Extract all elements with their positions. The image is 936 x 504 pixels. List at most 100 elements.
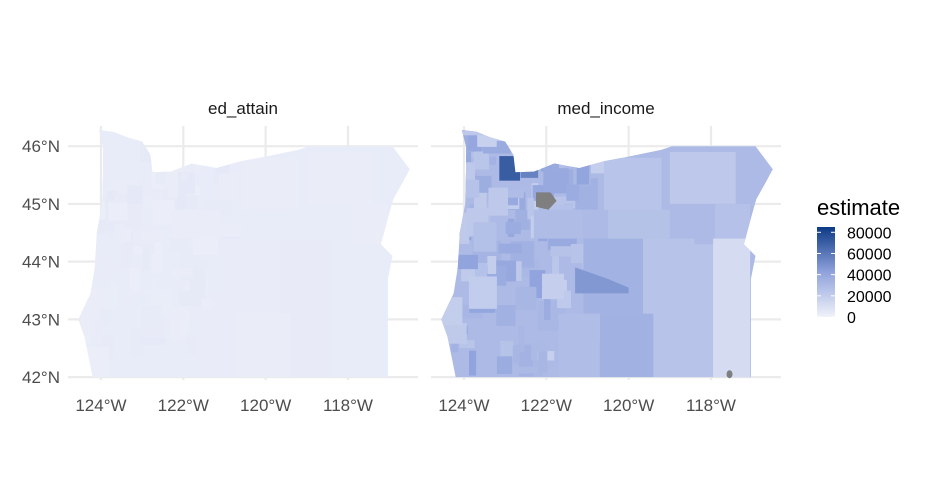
x-tick-label: 122°W xyxy=(158,396,209,415)
tract-shape xyxy=(94,319,103,339)
legend-title: estimate xyxy=(817,195,900,220)
tract-shape xyxy=(176,189,187,221)
tract-shape xyxy=(139,136,164,163)
tract-shape xyxy=(547,368,566,378)
tract-shape xyxy=(499,156,521,181)
tract-shape xyxy=(477,130,497,147)
county-region xyxy=(603,157,662,210)
tract-shape xyxy=(181,170,188,181)
county-region xyxy=(575,267,629,294)
tract-shape xyxy=(85,178,107,197)
legend-colorbar xyxy=(817,227,835,317)
tract-shape xyxy=(212,130,240,158)
tract-shape xyxy=(79,162,100,188)
tract-shape xyxy=(162,133,176,142)
legend-label: 20000 xyxy=(847,289,892,306)
tract-shape xyxy=(180,130,207,134)
legend-label: 60000 xyxy=(847,246,892,263)
tract-shape xyxy=(496,356,513,375)
tract-shape xyxy=(505,130,522,137)
tract-shape xyxy=(100,260,114,277)
tract-shape xyxy=(120,216,132,243)
tract-shape xyxy=(498,243,522,254)
legend-label: 80000 xyxy=(847,225,892,242)
tract-shape xyxy=(84,178,100,206)
tract-shape xyxy=(147,130,156,131)
y-tick-label: 42°N xyxy=(22,368,60,387)
x-tick-label: 118°W xyxy=(686,396,736,415)
tract-shape xyxy=(167,167,178,198)
missing-area xyxy=(726,370,733,379)
tract-shape xyxy=(505,221,521,235)
tract-shape xyxy=(487,256,497,274)
tract-shape xyxy=(441,183,455,196)
tract-shape xyxy=(142,230,164,241)
tract-shape xyxy=(445,156,462,174)
tract-shape xyxy=(141,305,162,328)
tract-shape xyxy=(468,276,497,309)
tract-shape xyxy=(506,189,524,199)
tract-shape xyxy=(136,306,145,339)
y-tick-label: 45°N xyxy=(22,195,60,214)
tract-shape xyxy=(500,340,514,358)
tract-shape xyxy=(128,268,140,292)
tract-shape xyxy=(129,327,144,358)
tract-shape xyxy=(515,286,537,310)
county-region xyxy=(306,152,373,204)
tract-shape xyxy=(575,178,598,210)
tract-shape xyxy=(182,131,205,157)
tract-shape xyxy=(190,130,198,141)
tract-shape xyxy=(133,245,143,255)
tract-shape xyxy=(197,260,209,270)
county-region xyxy=(352,203,388,245)
tract-shape xyxy=(456,130,485,136)
tract-shape xyxy=(78,366,93,376)
county-region xyxy=(608,209,670,239)
tract-shape xyxy=(182,130,201,141)
tract-shape xyxy=(489,156,497,165)
county-region xyxy=(195,313,237,378)
tract-shape xyxy=(537,130,545,141)
county-region xyxy=(220,238,281,314)
tract-shape xyxy=(194,158,202,172)
tract-shape xyxy=(120,239,134,271)
tract-shape xyxy=(190,267,206,299)
tract-shape xyxy=(204,153,216,176)
tract-shape xyxy=(544,288,551,321)
tract-shape xyxy=(550,246,578,257)
tract-shape xyxy=(487,316,495,328)
x-tick-label: 120°W xyxy=(603,396,654,415)
tract-shape xyxy=(95,251,113,259)
county-region xyxy=(331,244,353,378)
facet-label: ed_attain xyxy=(208,99,278,118)
tract-shape xyxy=(108,202,128,221)
tract-shape xyxy=(170,130,178,149)
tract-shape xyxy=(459,339,475,349)
tract-shape xyxy=(172,268,193,277)
tract-shape xyxy=(580,149,591,163)
x-tick-label: 118°W xyxy=(323,396,373,415)
county-region xyxy=(533,209,584,239)
tract-shape xyxy=(550,204,573,212)
tract-shape xyxy=(533,135,544,168)
tract-shape xyxy=(488,187,509,216)
county-region xyxy=(280,238,332,378)
tract-shape xyxy=(140,337,166,345)
tract-shape xyxy=(100,309,110,326)
tract-shape xyxy=(454,179,480,198)
tract-shape xyxy=(444,241,456,273)
tract-shape xyxy=(200,298,214,310)
tract-shape xyxy=(538,351,548,373)
legend-label: 40000 xyxy=(847,268,892,285)
missing-area xyxy=(536,192,557,210)
county-region xyxy=(669,152,736,204)
tract-shape xyxy=(576,156,590,185)
tract-shape xyxy=(103,136,118,170)
county-region xyxy=(643,238,695,378)
tract-shape xyxy=(80,155,90,169)
tract-shape xyxy=(441,297,463,326)
tract-shape xyxy=(203,132,226,155)
tract-shape xyxy=(566,184,579,201)
tract-shape xyxy=(215,147,244,162)
